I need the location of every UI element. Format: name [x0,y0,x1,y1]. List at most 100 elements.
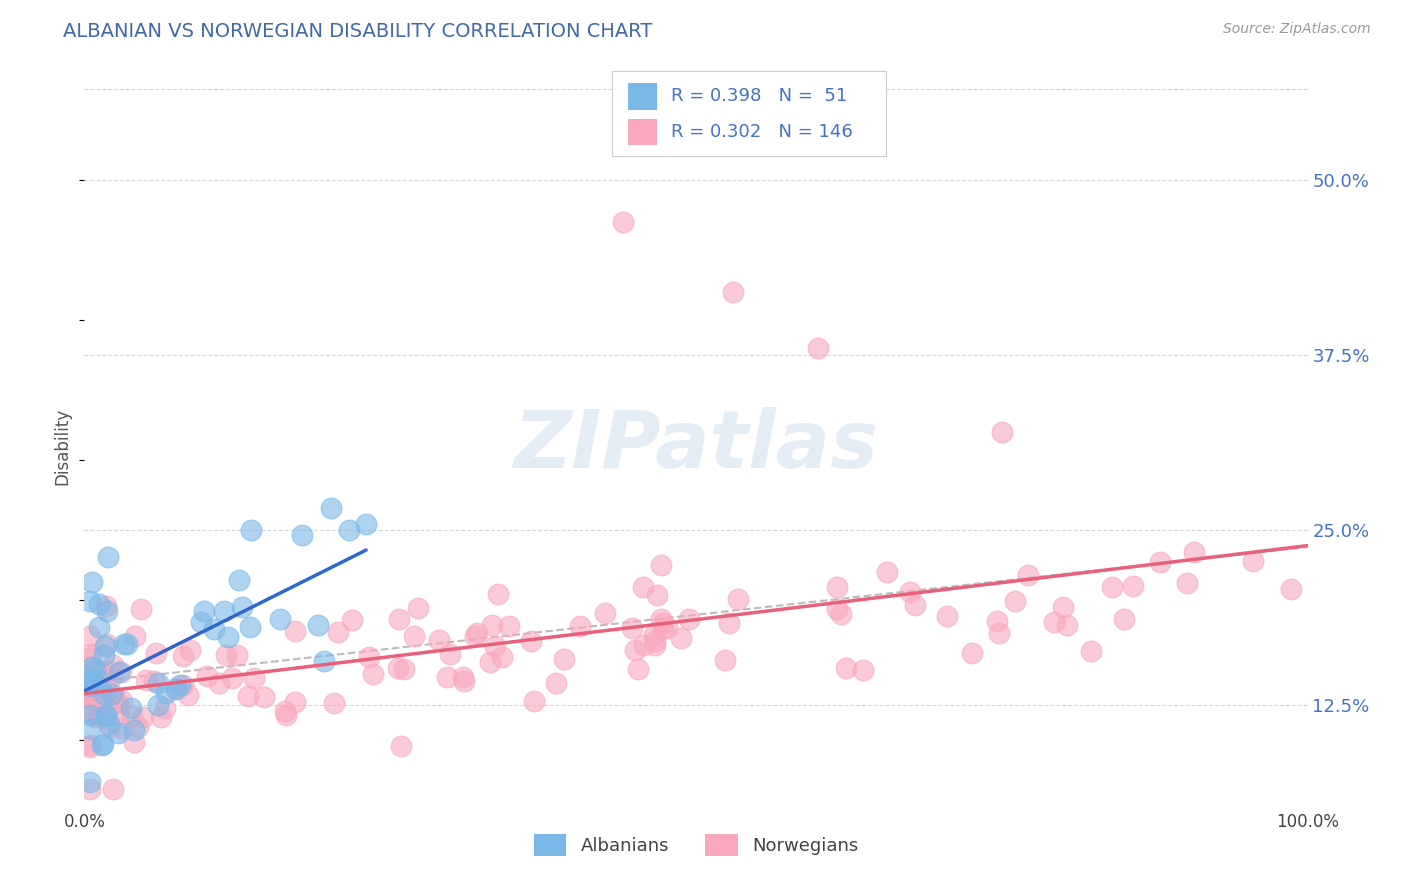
Point [165,681,187,696]
Text: Source: ZipAtlas.com: Source: ZipAtlas.com [1223,22,1371,37]
Point [89,698,111,713]
Point [101,658,124,673]
Point [481,617,503,632]
Point [523,694,546,708]
Point [91,671,114,685]
Point [652,616,675,631]
Point [655,621,678,635]
Point [97,664,120,678]
Point [79,693,101,707]
Point [212,604,235,618]
Point [1175,576,1198,591]
Point [727,592,749,607]
Point [172,648,194,663]
Point [291,528,314,542]
Point [484,639,506,653]
Point [124,735,146,749]
Point [84,710,107,724]
Point [825,602,848,616]
Point [623,643,645,657]
Text: R = 0.398   N =  51: R = 0.398 N = 51 [671,87,846,105]
Point [103,781,125,796]
Point [319,500,342,515]
Point [79,684,101,698]
Point [328,624,350,639]
Point [569,619,592,633]
Point [111,722,134,736]
Point [903,598,925,612]
Point [79,692,101,706]
Point [718,615,741,630]
Point [644,638,666,652]
Point [91,698,114,713]
Point [678,611,700,625]
Point [83,697,105,711]
Y-axis label: Disability: Disability [53,408,72,484]
Point [93,648,115,662]
Point [284,695,307,709]
Text: ALBANIAN VS NORWEGIAN DISABILITY CORRELATION CHART: ALBANIAN VS NORWEGIAN DISABILITY CORRELA… [63,22,652,41]
Point [80,648,103,662]
Point [100,669,122,683]
Point [1149,556,1171,570]
Point [1043,615,1066,629]
Point [621,621,644,635]
Point [453,673,475,688]
Point [89,665,111,679]
Point [340,613,363,627]
Point [91,737,114,751]
Point [111,694,134,708]
Point [986,614,1008,628]
Point [464,629,486,643]
Point [79,738,101,752]
Point [80,673,103,687]
Point [115,637,138,651]
Point [83,662,105,676]
Point [97,716,120,731]
Point [87,597,110,611]
Point [714,653,737,667]
Point [94,678,117,692]
Point [274,704,297,718]
Point [337,523,360,537]
Point [465,626,488,640]
Point [898,585,921,599]
Point [936,609,959,624]
Point [406,601,429,615]
Point [354,516,377,531]
Point [553,652,575,666]
Point [172,678,194,692]
Point [146,676,169,690]
Point [1279,582,1302,596]
Point [231,600,253,615]
Point [650,558,672,573]
Point [195,669,218,683]
Point [1114,612,1136,626]
Point [169,678,191,692]
Point [79,708,101,723]
Point [79,675,101,690]
Point [82,663,104,677]
Point [79,679,101,693]
Point [486,587,509,601]
Point [79,594,101,608]
Point [87,673,110,687]
Point [121,708,143,723]
Point [97,549,120,564]
Point [236,689,259,703]
Point [835,660,858,674]
Point [208,675,231,690]
Point [439,647,461,661]
Point [1052,599,1074,614]
Point [93,711,115,725]
Point [644,633,666,648]
Point [145,647,167,661]
Point [392,662,415,676]
Point [1017,568,1039,582]
Point [650,612,672,626]
Point [131,710,153,724]
Point [215,648,238,662]
Point [627,662,650,676]
Point [83,674,105,689]
Point [79,740,101,755]
